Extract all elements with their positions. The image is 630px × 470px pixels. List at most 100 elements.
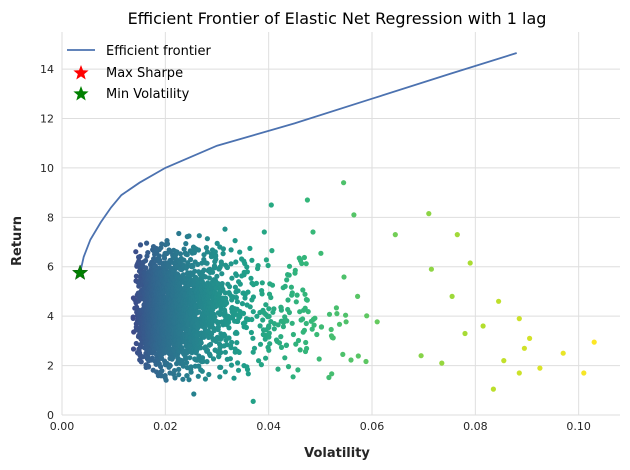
portfolio-point [204,260,210,266]
portfolio-point [329,371,335,377]
portfolio-point [261,229,267,235]
y-tick-label: 10 [40,162,54,175]
portfolio-point [426,211,432,217]
portfolio-point [144,240,150,246]
portfolio-point [204,249,210,255]
y-tick-label: 8 [47,211,54,224]
portfolio-point [179,345,185,351]
portfolio-point [204,359,210,365]
portfolio-point [188,369,194,375]
portfolio-point [364,313,370,319]
portfolio-point [527,335,533,341]
portfolio-point [311,322,317,328]
portfolio-point [334,311,340,317]
portfolio-point [227,356,233,362]
portfolio-point [237,249,243,255]
portfolio-point [130,314,136,320]
portfolio-point [250,398,256,404]
portfolio-point [310,229,316,235]
portfolio-point [212,264,218,270]
portfolio-point [265,262,271,269]
portfolio-point [200,358,206,364]
portfolio-point [516,370,522,376]
portfolio-point [167,363,173,369]
portfolio-point [145,250,151,256]
portfolio-point [251,345,258,351]
portfolio-point [392,232,398,238]
portfolio-point [210,356,217,362]
portfolio-point [271,306,277,312]
portfolio-point [172,375,178,381]
portfolio-point [218,364,224,370]
portfolio-point [201,267,207,273]
portfolio-point [591,339,597,345]
portfolio-point [176,230,182,237]
portfolio-point [232,284,238,290]
portfolio-point [268,202,274,208]
portfolio-point [137,242,144,248]
portfolio-point [581,370,587,376]
portfolio-point [278,334,284,340]
portfolio-point [249,257,255,263]
portfolio-point [161,255,168,261]
legend-min-volatility-label: Min Volatility [106,87,190,102]
portfolio-point [245,371,251,377]
portfolio-point [222,290,228,296]
portfolio-point [133,273,139,279]
legend: Efficient frontier Max Sharpe Min Volati… [67,44,212,102]
portfolio-point [462,330,468,337]
portfolio-point [374,319,380,325]
portfolio-point [267,341,273,347]
portfolio-point [330,335,336,341]
portfolio-point [297,347,303,353]
portfolio-point [309,326,315,332]
portfolio-point [326,374,332,381]
portfolio-point [256,358,262,364]
legend-max-sharpe-star-icon [73,65,89,80]
portfolio-point [214,240,220,246]
portfolio-point [222,226,228,232]
portfolio-point [343,312,349,318]
portfolio-point [276,340,283,346]
portfolio-point [228,247,234,253]
portfolio-point [163,377,169,383]
portfolio-point [219,281,225,287]
portfolio-point [186,233,192,239]
portfolio-point [180,376,186,382]
grid [61,32,620,416]
portfolio-point [302,305,308,311]
portfolio-point [188,256,194,263]
portfolio-point [158,373,164,379]
portfolio-point [192,268,198,274]
portfolio-point [234,299,240,305]
portfolio-point [207,341,214,347]
portfolio-point [286,309,292,316]
portfolio-point [159,368,165,374]
portfolio-point [176,372,182,378]
portfolio-point [501,358,507,364]
portfolio-point [454,232,460,238]
axis-ticks: 0.00 0.02 0.04 0.06 0.08 0.10 0 2 4 6 8 10 12 14 [40,63,591,433]
portfolio-point [213,256,219,262]
portfolio-point [496,298,502,304]
min-volatility-star-marker [71,264,89,280]
y-tick-label: 2 [47,360,54,373]
portfolio-point [195,247,202,253]
portfolio-point [560,350,566,356]
portfolio-point [206,275,212,281]
portfolio-point [255,263,261,269]
portfolio-point [326,311,333,317]
portfolio-point [257,323,263,329]
portfolio-point [480,323,486,329]
portfolio-point [224,300,230,306]
portfolio-point [184,349,191,355]
portfolio-point [198,340,204,346]
portfolio-point [266,313,272,319]
portfolio-point [302,291,308,297]
legend-max-sharpe-label: Max Sharpe [106,66,183,81]
portfolio-point [263,302,269,308]
portfolio-point [242,320,248,326]
portfolio-point [314,331,320,338]
portfolio-point [133,249,139,255]
portfolio-point [143,265,149,271]
